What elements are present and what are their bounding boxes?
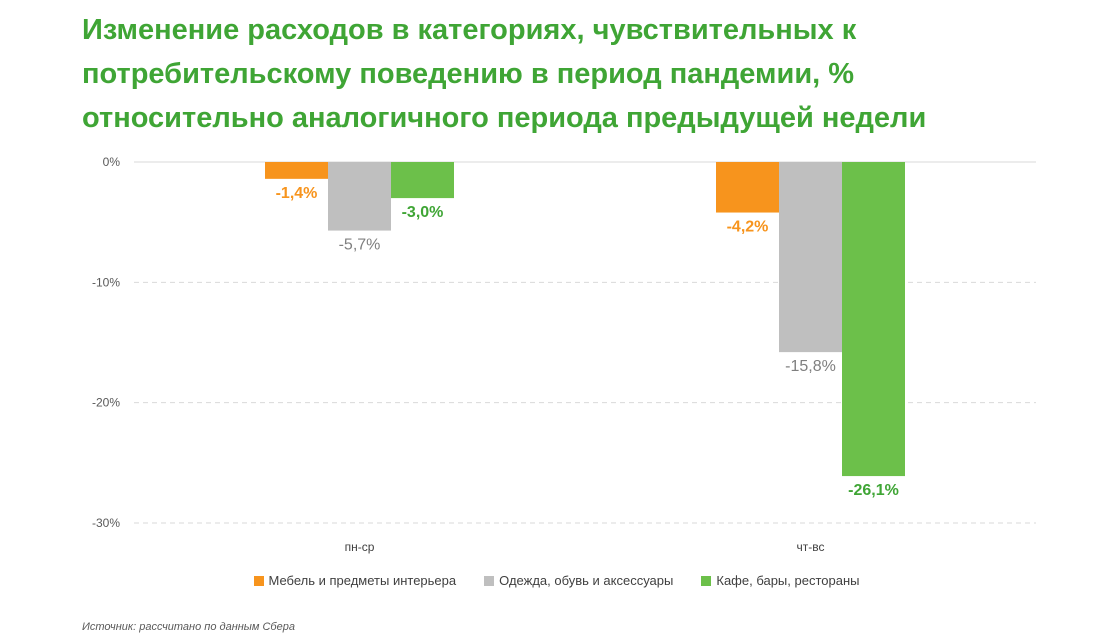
bar: [716, 162, 779, 213]
chart-title: Изменение расходов в категориях, чувстви…: [82, 8, 1092, 140]
x-tick-label: чт-вс: [797, 540, 825, 554]
chart-legend: Мебель и предметы интерьера Одежда, обувь…: [0, 573, 1113, 588]
legend-swatch: [701, 575, 712, 586]
y-tick-label: 0%: [103, 155, 121, 169]
data-label: -26,1%: [848, 482, 899, 499]
legend-swatch: [253, 575, 264, 586]
data-label: -3,0%: [402, 204, 444, 221]
chart-title-line: потребительскому поведению в период панд…: [82, 58, 855, 90]
chart-title-line: Изменение расходов в категориях, чувстви…: [82, 14, 857, 46]
legend-item: Одежда, обувь и аксессуары: [484, 573, 673, 588]
legend-label: Мебель и предметы интерьера: [268, 573, 457, 588]
data-label: -5,7%: [339, 237, 381, 254]
bar: [328, 162, 391, 231]
bar: [391, 162, 454, 199]
bar-chart: 0% -10% -20% -30% -1,4% -5,7% -3,0% пн-ср -4,2% -…: [92, 155, 1036, 554]
y-tick-label: -30%: [92, 516, 120, 530]
data-label: -4,2%: [727, 219, 769, 236]
y-tick-label: -10%: [92, 275, 120, 289]
legend-label: Одежда, обувь и аксессуары: [499, 573, 674, 588]
data-label: -1,4%: [276, 185, 318, 202]
legend-swatch: [484, 575, 495, 586]
chart-title-line: относительно аналогичного периода предыд…: [82, 102, 927, 134]
bar: [265, 162, 328, 179]
legend-item: Мебель и предметы интерьера: [253, 573, 457, 588]
y-tick-label: -20%: [92, 396, 120, 410]
data-label: -15,8%: [785, 358, 836, 375]
legend-label: Кафе, бары, рестораны: [716, 573, 860, 588]
legend-item: Кафе, бары, рестораны: [701, 573, 859, 588]
source-note: Источник: рассчитано по данным Сбера: [82, 621, 295, 633]
bar: [779, 162, 842, 353]
bar: [842, 162, 905, 477]
x-tick-label: пн-ср: [345, 540, 375, 554]
